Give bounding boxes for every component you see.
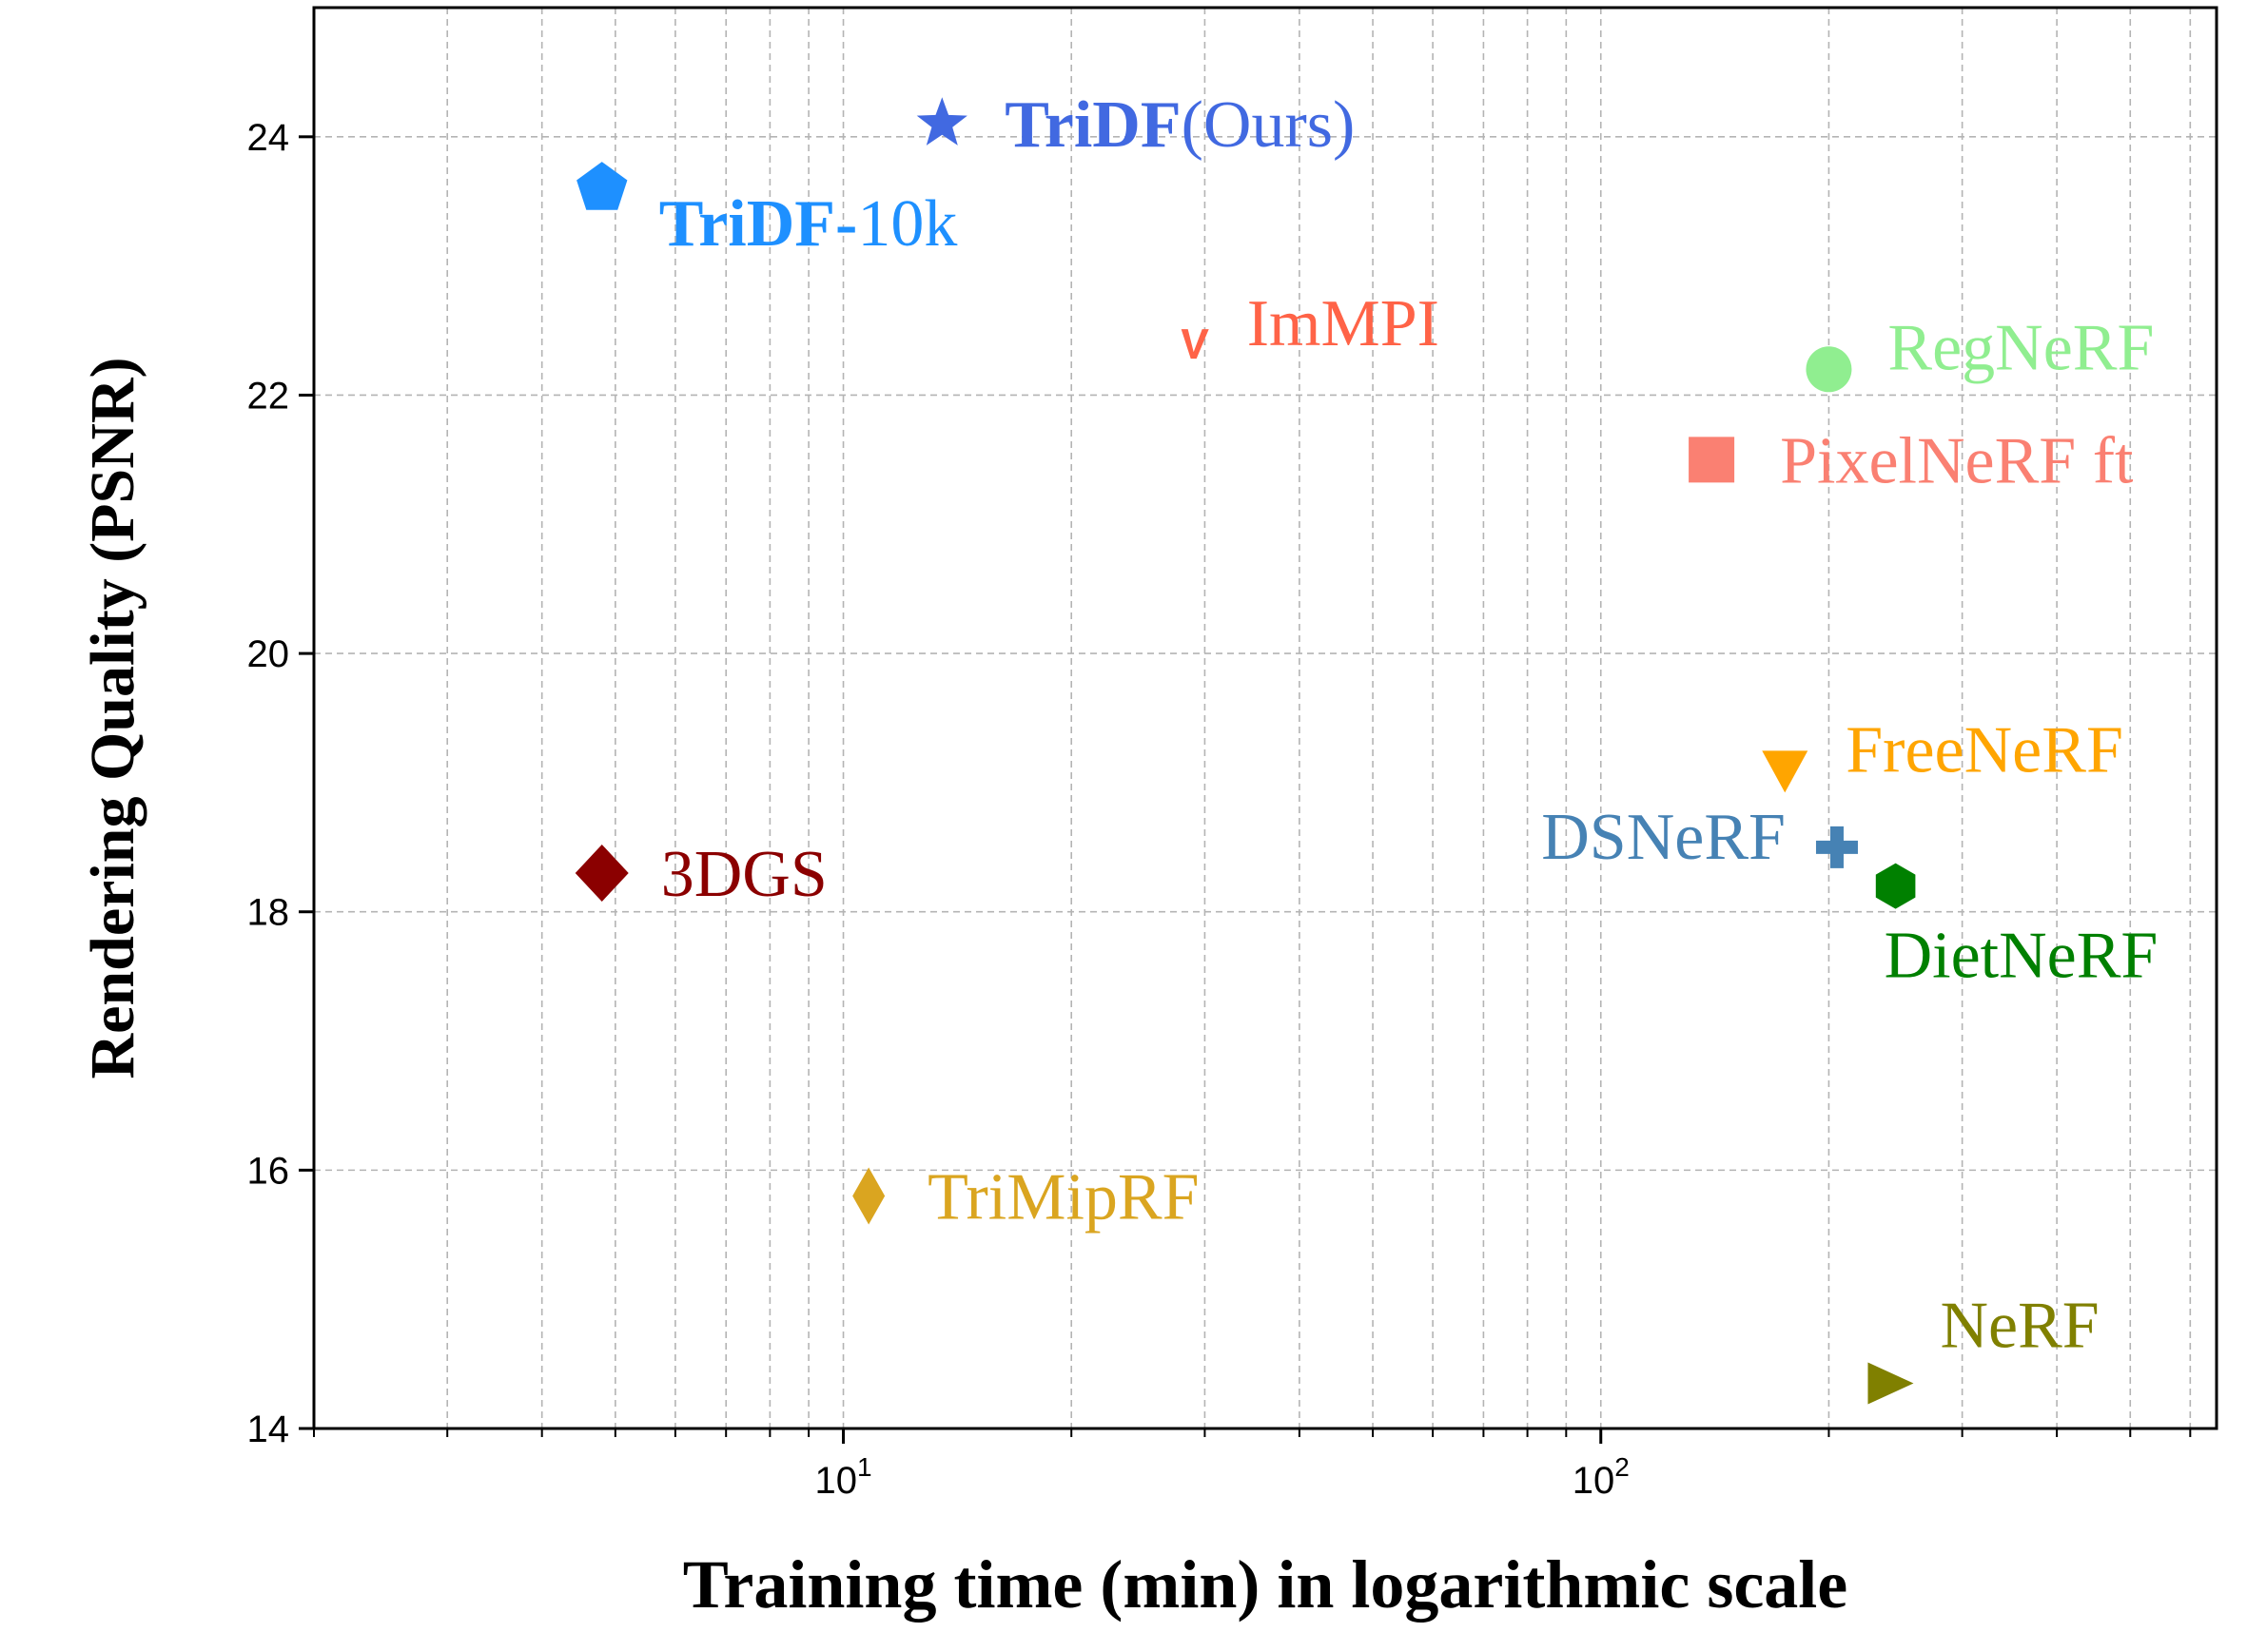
point-label: TriMipRF — [928, 1161, 1199, 1234]
hexagon-marker — [1875, 863, 1916, 909]
point-labels: TriDF(Ours) TriDF-10k ImMPI RegNeRF PixelNeR… — [659, 88, 2159, 1362]
point-label: DSNeRF — [1541, 801, 1786, 874]
circle-marker — [1806, 346, 1852, 393]
point-label: RegNeRF — [1887, 311, 2154, 384]
y-tick-label: 18 — [247, 892, 290, 934]
point-label: FreeNeRF — [1846, 713, 2123, 787]
y-tick-label: 24 — [247, 117, 290, 159]
pentagon-marker — [576, 162, 628, 210]
y-axis: 14 16 18 20 22 24 — [247, 117, 314, 1450]
star-marker — [916, 97, 967, 146]
points — [575, 97, 1916, 1405]
y-tick-label: 22 — [247, 375, 290, 417]
plot-frame — [312, 6, 2218, 1430]
point-label: ImMPI — [1247, 287, 1439, 360]
y-tick-label: 14 — [247, 1409, 290, 1450]
v-marker — [1181, 329, 1209, 360]
x-tick-label: 101 — [814, 1452, 871, 1502]
triangle-down-marker — [1762, 750, 1808, 793]
point-label: NeRF — [1940, 1289, 2099, 1362]
point-label: DietNeRF — [1885, 920, 2159, 993]
square-marker — [1689, 437, 1735, 483]
y-axis-title: Rendering Quality (PSNR) — [78, 358, 147, 1079]
y-tick-label: 16 — [247, 1150, 290, 1192]
diamond-marker — [575, 844, 629, 902]
point-label: PixelNeRF ft — [1780, 424, 2134, 497]
x-tick-label: 102 — [1573, 1452, 1630, 1502]
triangle-right-marker — [1867, 1362, 1914, 1405]
x-axis-title: Training time (min) in logarithmic scale — [683, 1546, 1848, 1623]
point-label: TriDF-10k — [659, 187, 958, 261]
point-label: 3DGS — [661, 838, 828, 911]
plus-marker — [1815, 826, 1858, 868]
point-label: TriDF(Ours) — [1005, 88, 1355, 162]
x-axis: 101 102 — [313, 1428, 2192, 1502]
y-tick-label: 20 — [247, 633, 290, 675]
grid — [313, 8, 2217, 1429]
thin-diamond-marker — [852, 1167, 886, 1225]
